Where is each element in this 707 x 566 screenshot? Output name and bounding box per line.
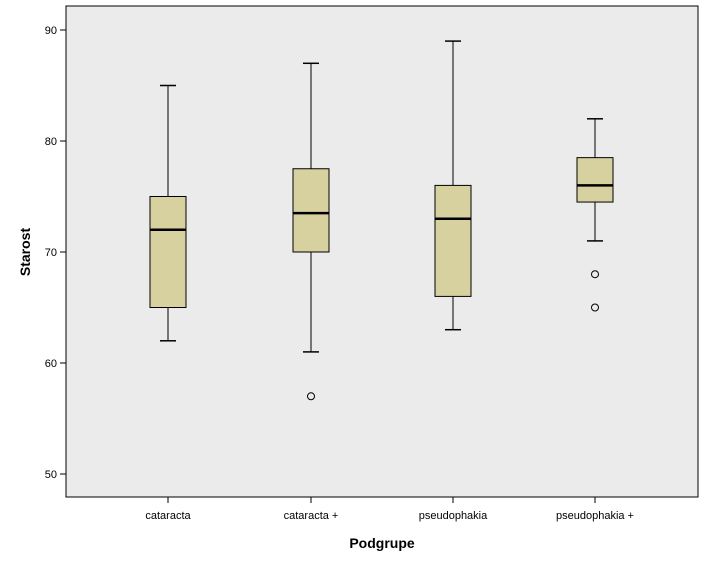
y-tick-label: 90 [45,25,57,37]
iqr-box [434,184,472,297]
x-tick-label: cataracta [145,510,191,522]
iqr-box [576,157,614,203]
outlier-point [591,270,599,279]
y-tick-label: 70 [45,247,57,259]
outlier-point [591,303,599,312]
iqr-box [292,168,330,253]
y-tick-label: 50 [45,469,57,481]
y-tick-label: 80 [45,136,57,148]
iqr-box [149,196,187,308]
x-tick-label: pseudophakia + [556,510,634,522]
outlier-point [307,392,315,401]
x-tick-label: cataracta + [284,510,339,522]
y-axis-title: Starost [17,228,33,277]
x-tick-label: pseudophakia [419,510,488,522]
y-tick-label: 60 [45,358,57,370]
x-axis-title: Podgrupe [349,535,415,551]
